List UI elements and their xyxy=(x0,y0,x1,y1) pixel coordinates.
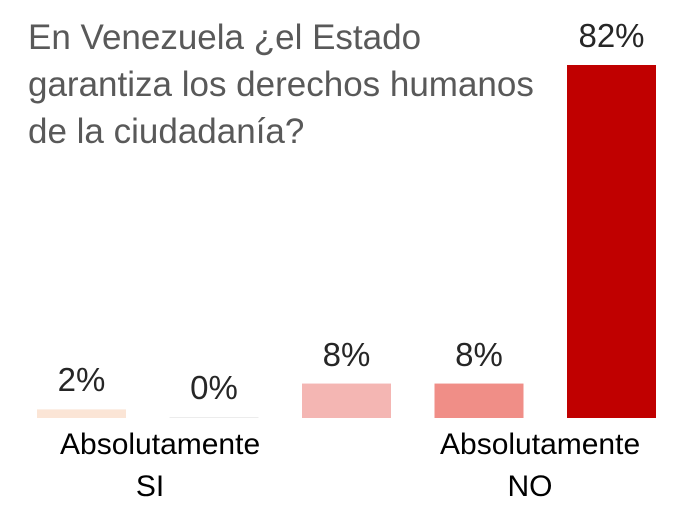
data-label: 82% xyxy=(578,17,645,54)
data-label: 0% xyxy=(190,369,238,406)
data-label: 2% xyxy=(57,361,106,399)
bar xyxy=(169,417,259,418)
bar xyxy=(37,409,126,418)
chart-title: En Venezuela ¿el Estado garantiza los de… xyxy=(28,18,534,151)
x-tick-label: Absolutamente SI xyxy=(60,428,261,503)
bar xyxy=(434,383,524,418)
bar xyxy=(567,65,656,418)
x-tick-label: Absolutamente NO xyxy=(440,428,641,503)
data-label: 8% xyxy=(322,335,371,373)
bar xyxy=(302,383,391,418)
data-label: 8% xyxy=(455,335,503,373)
